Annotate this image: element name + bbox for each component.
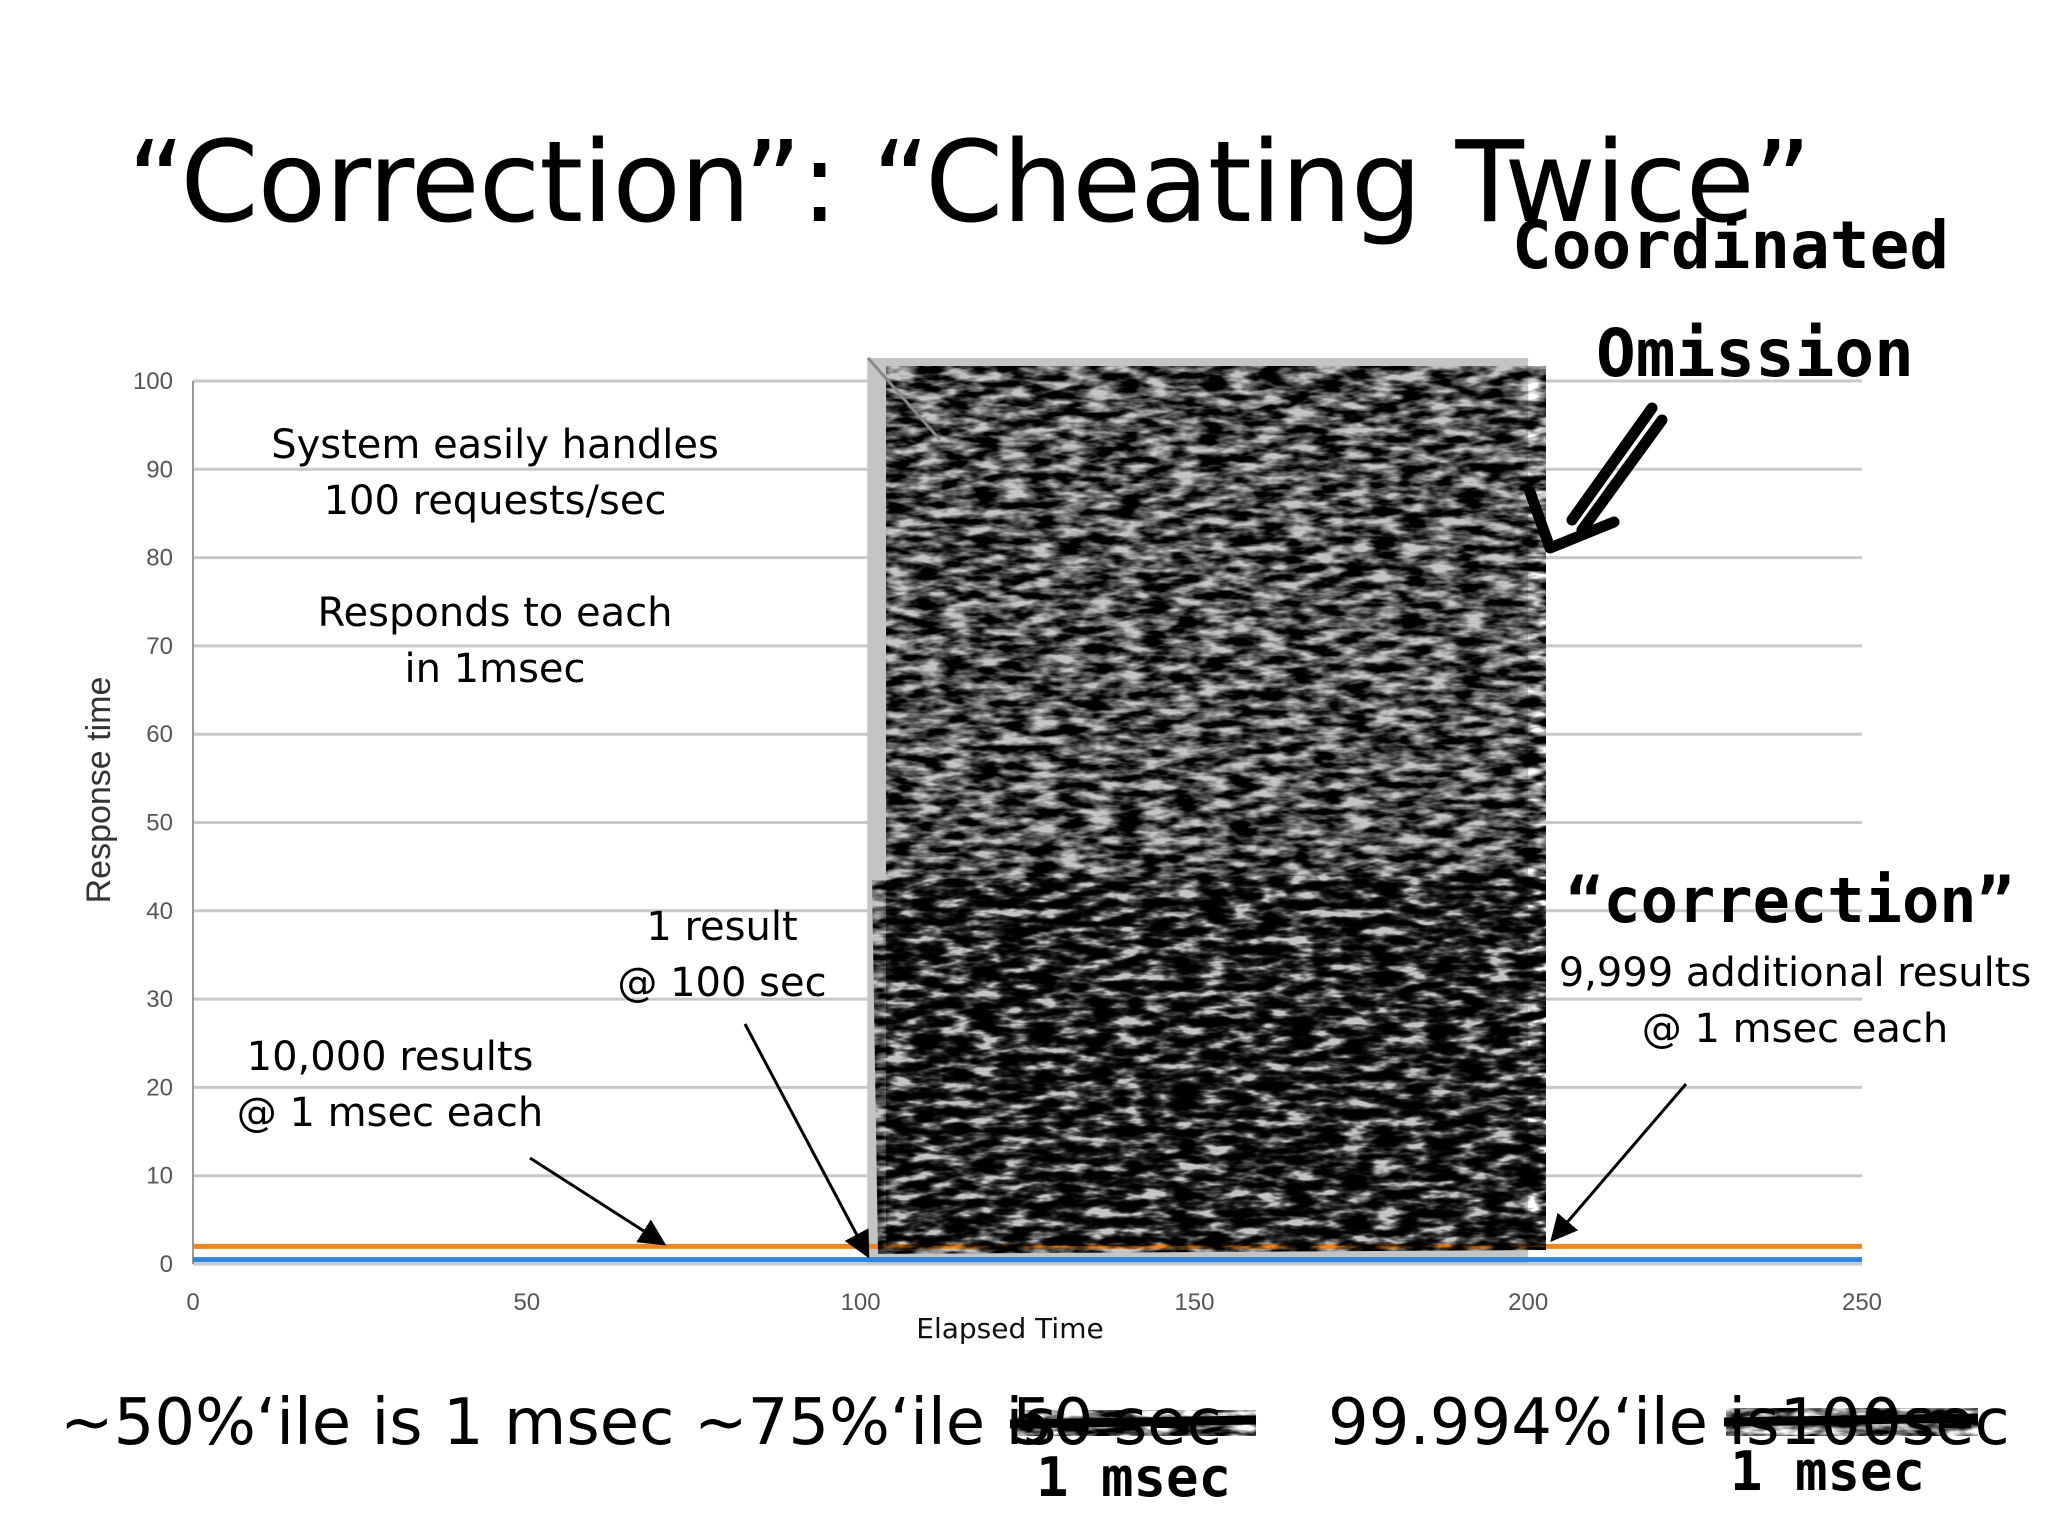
handwritten-coordinated: Coordinated bbox=[1512, 207, 1949, 284]
annotation-one-result-line2: @ 100 sec bbox=[617, 960, 826, 1006]
annotation-additional-line1: 9,999 additional results bbox=[1559, 950, 2032, 996]
y-tick-label-100: 100 bbox=[133, 368, 173, 395]
percentile-50: ~50%‘ile is 1 msec bbox=[60, 1386, 674, 1460]
x-axis-label: Elapsed Time bbox=[916, 1312, 1103, 1345]
y-tick-label-60: 60 bbox=[146, 721, 173, 748]
handwritten-arrow bbox=[1524, 402, 1668, 554]
handwritten-omission: Omission bbox=[1596, 315, 1914, 392]
arrow-9999-results bbox=[1550, 1083, 1688, 1243]
x-tick-labels: 0 50 100 150 200 250 bbox=[186, 1289, 1882, 1316]
y-tick-label-90: 90 bbox=[146, 456, 173, 483]
x-tick-label-150: 150 bbox=[1174, 1289, 1214, 1316]
y-tick-label-10: 10 bbox=[146, 1163, 173, 1190]
percentile-99994-prefix: 99.994%‘ile is bbox=[1328, 1386, 1780, 1460]
annotation-results-line1: 10,000 results bbox=[247, 1034, 534, 1080]
y-tick-label-30: 30 bbox=[146, 986, 173, 1013]
annotation-results-line2: @ 1 msec each bbox=[237, 1090, 543, 1136]
annotation-additional-line2: @ 1 msec each bbox=[1642, 1006, 1948, 1052]
y-tick-label-50: 50 bbox=[146, 810, 173, 837]
annotation-system-line2: 100 requests/sec bbox=[324, 478, 667, 524]
handwritten-msec-2: 1 msec bbox=[1730, 1440, 1925, 1503]
x-tick-label-50: 50 bbox=[513, 1289, 540, 1316]
x-tick-label-0: 0 bbox=[186, 1289, 199, 1316]
y-tick-label-80: 80 bbox=[146, 545, 173, 572]
y-tick-label-0: 0 bbox=[160, 1251, 173, 1278]
y-tick-label-70: 70 bbox=[146, 633, 173, 660]
percentile-75-prefix: ~75%‘ile is bbox=[694, 1386, 1057, 1460]
arrow-1-result bbox=[743, 1023, 870, 1259]
scribble-overlay bbox=[866, 357, 1546, 1254]
y-tick-labels: 0 10 20 30 40 50 60 70 80 90 100 bbox=[133, 368, 173, 1278]
annotation-responds-line1: Responds to each bbox=[318, 590, 673, 636]
annotation-responds-line2: in 1msec bbox=[404, 646, 585, 692]
y-tick-label-40: 40 bbox=[146, 898, 173, 925]
arrow-10000-results bbox=[529, 1156, 667, 1246]
x-tick-label-250: 250 bbox=[1842, 1289, 1882, 1316]
x-tick-label-200: 200 bbox=[1508, 1289, 1548, 1316]
annotation-one-result-line1: 1 result bbox=[646, 904, 797, 950]
slide-title: “Correction”: “Cheating Twice” bbox=[127, 118, 1811, 248]
y-axis-label: Response time bbox=[80, 677, 118, 904]
x-tick-label-100: 100 bbox=[841, 1289, 881, 1316]
y-tick-label-20: 20 bbox=[146, 1074, 173, 1101]
handwritten-msec-1: 1 msec bbox=[1036, 1446, 1231, 1509]
annotation-system-line1: System easily handles bbox=[271, 422, 719, 468]
handwritten-correction: “correction” bbox=[1566, 864, 2014, 937]
